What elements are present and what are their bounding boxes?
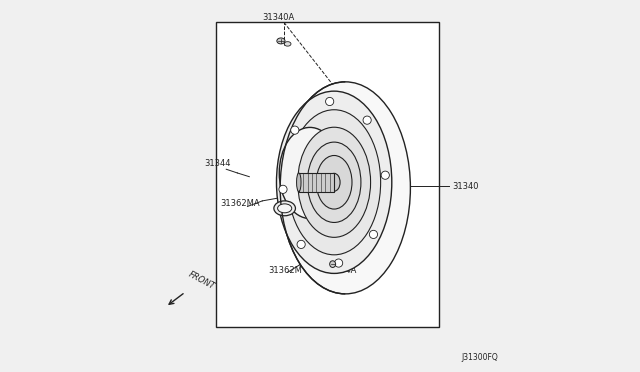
Ellipse shape xyxy=(280,82,410,294)
Circle shape xyxy=(326,97,333,106)
Ellipse shape xyxy=(328,173,340,191)
Ellipse shape xyxy=(296,173,301,192)
Text: 31340: 31340 xyxy=(452,182,479,190)
Circle shape xyxy=(291,126,299,134)
Bar xyxy=(299,173,334,192)
Ellipse shape xyxy=(287,110,381,255)
Ellipse shape xyxy=(279,127,340,219)
Ellipse shape xyxy=(278,204,292,213)
Circle shape xyxy=(363,116,371,124)
Text: 31334A: 31334A xyxy=(324,266,356,275)
Circle shape xyxy=(369,230,378,238)
Ellipse shape xyxy=(274,201,296,216)
Text: 31362MA: 31362MA xyxy=(220,199,260,208)
Ellipse shape xyxy=(307,142,361,222)
Circle shape xyxy=(297,240,305,248)
Circle shape xyxy=(279,185,287,193)
Text: FRONT: FRONT xyxy=(187,270,217,291)
Ellipse shape xyxy=(284,42,291,46)
Text: 31362M: 31362M xyxy=(268,266,302,275)
Circle shape xyxy=(381,171,389,179)
Text: 31344: 31344 xyxy=(204,159,231,168)
Circle shape xyxy=(335,259,342,267)
Ellipse shape xyxy=(276,91,392,273)
Text: 31340A: 31340A xyxy=(262,13,295,22)
Text: J31300FQ: J31300FQ xyxy=(461,353,498,362)
Ellipse shape xyxy=(330,261,335,267)
Bar xyxy=(216,22,439,327)
Ellipse shape xyxy=(277,38,285,44)
Ellipse shape xyxy=(298,127,371,237)
Ellipse shape xyxy=(316,155,352,209)
